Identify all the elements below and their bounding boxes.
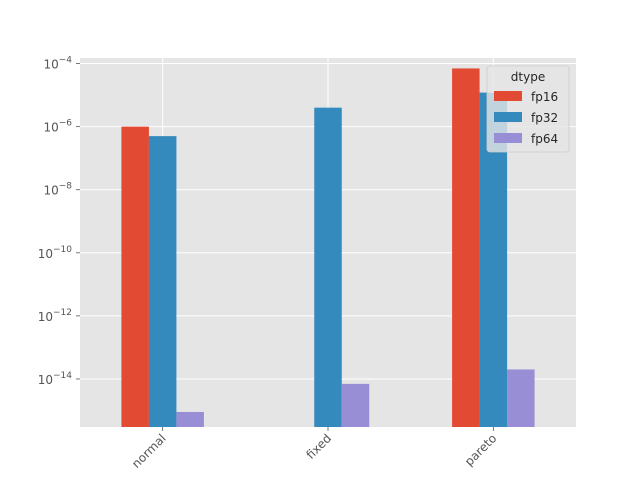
bar-fp16-normal bbox=[121, 126, 149, 428]
y-tick-label: 10−10 bbox=[38, 245, 73, 261]
legend-box bbox=[486, 65, 570, 153]
legend-swatch-fp64 bbox=[494, 133, 522, 143]
y-tick-label: 10−8 bbox=[43, 182, 72, 198]
y-tick-label: 10−6 bbox=[43, 119, 72, 135]
legend-swatch-fp32 bbox=[494, 112, 522, 122]
y-tick-label: 10−12 bbox=[38, 308, 72, 324]
legend-title: dtype bbox=[511, 70, 545, 84]
legend-label-fp64: fp64 bbox=[531, 132, 558, 146]
x-tick-label: normal bbox=[129, 431, 169, 471]
bar-fp32-normal bbox=[148, 136, 177, 427]
x-axis: normal fixed pareto bbox=[129, 427, 499, 471]
bar-fp64-normal bbox=[176, 411, 204, 427]
legend: dtype fp16 fp32 fp64 bbox=[486, 65, 570, 153]
legend-label-fp16: fp16 bbox=[531, 90, 558, 104]
bar-fp64-fixed bbox=[341, 383, 370, 427]
y-tick-label: 10−4 bbox=[43, 56, 72, 72]
legend-swatch-fp16 bbox=[494, 91, 522, 101]
legend-label-fp32: fp32 bbox=[531, 111, 558, 125]
y-tick-label: 10−14 bbox=[38, 371, 73, 387]
x-tick-label: fixed bbox=[304, 431, 335, 462]
x-tick-label: pareto bbox=[462, 431, 500, 469]
bar-fp16-pareto bbox=[452, 68, 480, 427]
bar-fp32-fixed bbox=[314, 107, 342, 427]
bar-fp64-pareto bbox=[507, 369, 535, 427]
y-axis: 10−14 10−12 10−10 10−8 10−6 10−4 bbox=[38, 56, 80, 387]
